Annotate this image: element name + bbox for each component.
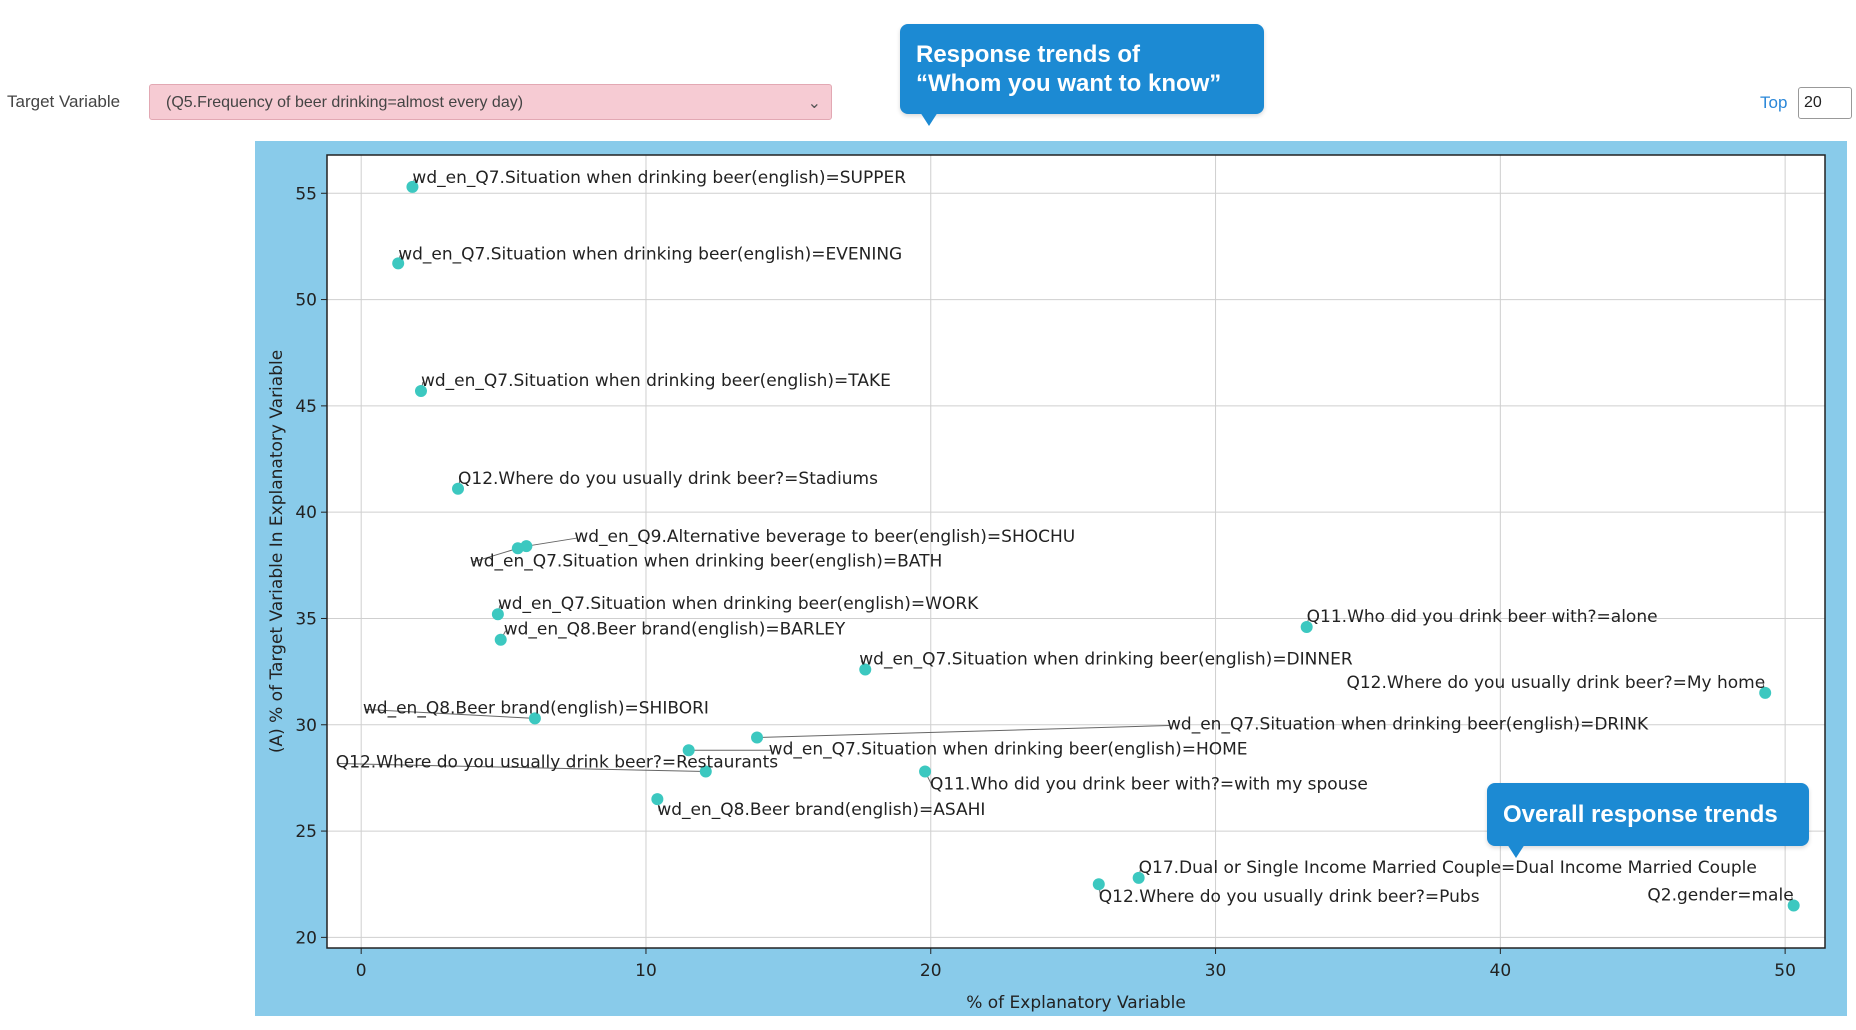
chart-panel: 0 10 20 30 40 50 20 25 30 35 40 45 50 55 % of Explanat… — [255, 141, 1847, 1016]
scatter-point[interactable] — [392, 257, 405, 270]
scatter-point[interactable] — [1132, 871, 1145, 884]
response-trends-callout: Response trends of “Whom you want to kno… — [900, 24, 1264, 126]
overall-trends-callout: Overall response trends — [1487, 783, 1809, 858]
scatter-point[interactable] — [919, 765, 932, 778]
point-label: Q12.Where do you usually drink beer?=Res… — [336, 753, 778, 773]
point-label: Q12.Where do you usually drink beer?=Pub… — [1099, 887, 1480, 907]
y-tick-label: 45 — [295, 397, 317, 417]
scatter-point[interactable] — [1092, 878, 1105, 891]
point-label: wd_en_Q8.Beer brand(english)=ASAHI — [657, 800, 985, 820]
point-label: Q12.Where do you usually drink beer?=My … — [1346, 673, 1765, 693]
y-axis-label: (A) % of Target Variable In Explanatory … — [267, 350, 287, 753]
scatter-point[interactable] — [651, 793, 664, 806]
y-tick-label: 30 — [295, 716, 317, 736]
callout-response-line1: Response trends of — [916, 41, 1141, 68]
y-tick-label: 50 — [295, 291, 317, 311]
scatter-point[interactable] — [699, 765, 712, 778]
point-label: Q17.Dual or Single Income Married Couple… — [1139, 858, 1757, 878]
label-leader-line — [757, 725, 1170, 739]
x-tick-label: 30 — [1205, 961, 1227, 981]
scatter-point[interactable] — [1787, 899, 1800, 912]
point-label: wd_en_Q7.Situation when drinking beer(en… — [412, 168, 906, 188]
x-tick-label: 50 — [1774, 961, 1796, 981]
point-label: wd_en_Q7.Situation when drinking beer(en… — [1167, 715, 1649, 735]
chevron-down-icon: ⌄ — [807, 95, 821, 112]
scatter-point[interactable] — [491, 608, 504, 621]
point-label: Q12.Where do you usually drink beer?=Sta… — [458, 469, 878, 489]
scatter-point[interactable] — [682, 744, 695, 757]
y-tick-label: 40 — [295, 503, 317, 523]
target-variable-label: Target Variable — [7, 92, 121, 111]
y-tick-label: 25 — [295, 822, 317, 842]
scatter-point[interactable] — [528, 712, 541, 725]
x-tick-label: 20 — [920, 961, 942, 981]
scatter-chart: 0 10 20 30 40 50 20 25 30 35 40 45 50 55 % of Explanat… — [267, 154, 1826, 1013]
point-label: Q11.Who did you drink beer with?=with my… — [930, 775, 1368, 795]
x-tick-label: 40 — [1490, 961, 1512, 981]
x-tick-label: 10 — [635, 961, 657, 981]
point-label: Q11.Who did you drink beer with?=alone — [1307, 607, 1658, 627]
callout-pointer — [1507, 844, 1525, 858]
scatter-point[interactable] — [751, 731, 764, 744]
label-leader-line — [364, 708, 535, 719]
point-label: Q2.gender=male — [1647, 885, 1793, 905]
scatter-point[interactable] — [414, 384, 427, 397]
scatter-point[interactable] — [406, 180, 419, 193]
point-label: wd_en_Q7.Situation when drinking beer(en… — [470, 551, 942, 571]
y-tick-label: 20 — [295, 928, 317, 948]
scatter-point[interactable] — [452, 482, 465, 495]
plot-frame — [326, 154, 1826, 949]
scatter-point[interactable] — [1300, 620, 1313, 633]
point-label: wd_en_Q7.Situation when drinking beer(en… — [421, 371, 891, 391]
point-label: wd_en_Q7.Situation when drinking beer(en… — [498, 594, 979, 614]
top-label: Top — [1760, 93, 1788, 112]
label-leader-line — [526, 537, 577, 547]
label-leader-line — [471, 547, 518, 563]
callout-pointer — [920, 112, 938, 126]
scatter-point[interactable] — [1759, 686, 1772, 699]
y-tick-label: 55 — [295, 184, 317, 204]
scatter-point[interactable] — [511, 542, 524, 555]
scatter-point[interactable] — [859, 663, 872, 676]
label-leader-line — [337, 763, 706, 773]
target-variable-select[interactable]: (Q5.Frequency of beer drinking=almost ev… — [149, 84, 832, 120]
x-tick-label: 0 — [356, 961, 367, 981]
y-tick-label: 35 — [295, 609, 317, 629]
callout-response-line2: “Whom you want to know” — [916, 70, 1222, 97]
callout-overall-text: Overall response trends — [1503, 801, 1778, 828]
x-axis-label: % of Explanatory Variable — [966, 993, 1186, 1013]
scatter-point[interactable] — [494, 633, 507, 646]
target-variable-value: (Q5.Frequency of beer drinking=almost ev… — [166, 94, 524, 111]
point-label: wd_en_Q8.Beer brand(english)=BARLEY — [504, 620, 846, 640]
point-label: wd_en_Q7.Situation when drinking beer(en… — [859, 649, 1353, 669]
top-n-input[interactable] — [1798, 87, 1852, 119]
point-label: wd_en_Q8.Beer brand(english)=SHIBORI — [363, 698, 709, 718]
point-label: wd_en_Q9.Alternative beverage to beer(en… — [574, 527, 1075, 547]
point-label: wd_en_Q7.Situation when drinking beer(en… — [398, 244, 902, 264]
point-label: wd_en_Q7.Situation when drinking beer(en… — [769, 739, 1248, 759]
